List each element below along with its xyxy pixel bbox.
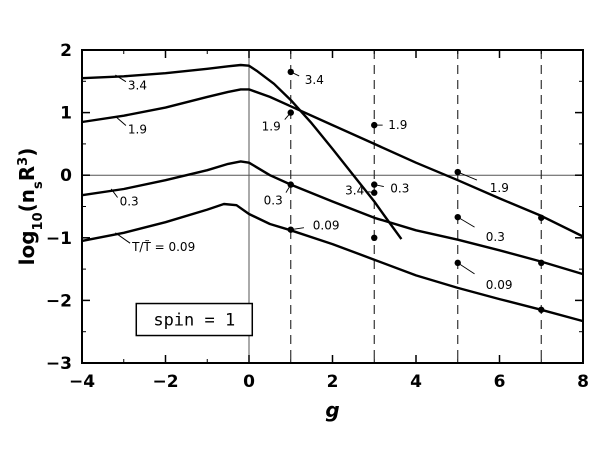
- curve-leader: [115, 74, 127, 83]
- y-tick-label: −2: [46, 291, 72, 311]
- curve-leader: [115, 232, 131, 244]
- x-tick-label: 6: [494, 372, 506, 392]
- point-leader: [457, 262, 475, 275]
- spin-label: spin = 1: [153, 311, 235, 331]
- y-tick-label: −1: [46, 229, 72, 249]
- data-point: [538, 214, 545, 221]
- data-point: [538, 306, 545, 313]
- point-leader: [285, 184, 292, 193]
- point-leader: [284, 112, 292, 120]
- curve-4: [81, 202, 584, 323]
- curve-label-4: T/T̃ = 0.09: [131, 240, 195, 254]
- curve-leader: [115, 115, 127, 126]
- point-leader: [374, 184, 384, 188]
- y-axis-label: log10(nsR3): [15, 148, 46, 266]
- curve-label-1: 3.4: [128, 79, 147, 93]
- point-label: 3.4: [305, 73, 324, 87]
- curve-1: [81, 63, 403, 240]
- y-tick-label: 2: [60, 41, 72, 61]
- point-leader: [368, 191, 375, 194]
- point-label: 3.4: [345, 184, 364, 198]
- x-tick-label: 2: [327, 372, 339, 392]
- point-label: 1.9: [388, 118, 407, 132]
- x-tick-label: 8: [577, 372, 589, 392]
- data-point: [538, 259, 545, 267]
- point-label: 1.9: [490, 181, 509, 195]
- data-point: [371, 234, 378, 241]
- point-leader: [290, 227, 305, 231]
- point-label: 1.9: [262, 120, 281, 134]
- data-point: [454, 259, 461, 267]
- spin-box: [135, 302, 254, 337]
- y-tick-label: 0: [60, 166, 72, 186]
- point-label: 0.3: [486, 230, 505, 244]
- point-leader: [290, 71, 300, 77]
- y-tick-label: −3: [46, 354, 72, 374]
- x-tick-label: −2: [152, 372, 178, 392]
- point-label: 0.09: [313, 219, 340, 233]
- point-leader: [457, 216, 475, 228]
- curve-2: [81, 88, 584, 238]
- x-tick-label: −4: [69, 372, 95, 392]
- point-label: 0.3: [390, 182, 409, 196]
- x-tick-label: 4: [410, 372, 422, 392]
- point-leader: [457, 171, 478, 181]
- curve-label-2: 1.9: [128, 123, 147, 137]
- curve-leader: [110, 188, 118, 198]
- curve-3: [81, 160, 584, 276]
- curve-label-3: 0.3: [120, 194, 139, 208]
- y-tick-label: 1: [60, 104, 72, 124]
- point-label: 0.3: [264, 194, 283, 208]
- x-tick-label: 0: [243, 372, 255, 392]
- x-axis-label: g: [325, 398, 339, 422]
- point-label: 0.09: [486, 278, 513, 292]
